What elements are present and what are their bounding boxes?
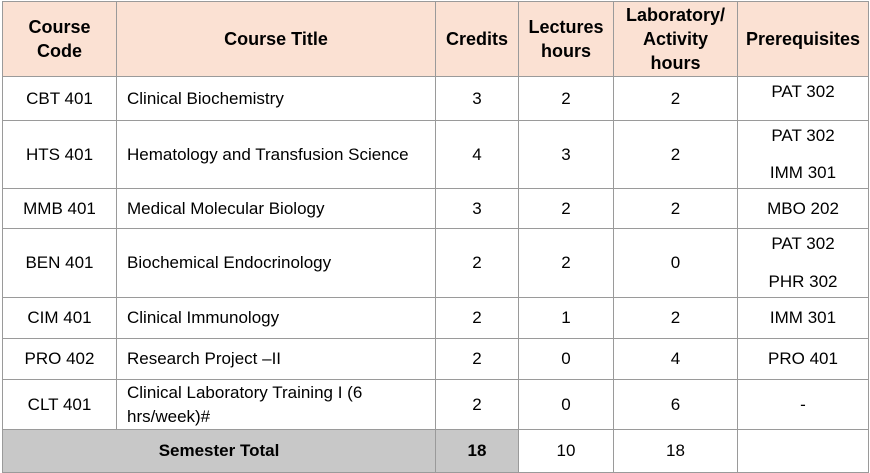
lab-hours: 4: [613, 338, 738, 380]
lectures-hours: 2: [518, 76, 614, 121]
course-code: PRO 402: [2, 338, 117, 380]
prerequisites: PRO 401: [737, 338, 869, 380]
credits: 2: [435, 228, 519, 298]
prerequisite: MBO 202: [767, 198, 839, 218]
lectures-hours: 1: [518, 297, 614, 339]
course-title: Clinical Laboratory Training I (6 hrs/we…: [116, 379, 436, 430]
header-lectures-hours: Lectures hours: [518, 1, 614, 77]
credits: 4: [435, 120, 519, 189]
prerequisites: MBO 202: [737, 188, 869, 229]
lab-hours: 0: [613, 228, 738, 298]
header-lab-hours: Laboratory/ Activity hours: [613, 1, 738, 77]
total-credits: 18: [435, 429, 519, 473]
course-code: BEN 401: [2, 228, 117, 298]
credits: 3: [435, 76, 519, 121]
table-row: CLT 401 Clinical Laboratory Training I (…: [2, 379, 869, 430]
total-lectures-hours: 10: [518, 429, 614, 473]
lectures-hours: 0: [518, 338, 614, 380]
lectures-hours: 2: [518, 228, 614, 298]
prerequisite: PAT 302: [771, 82, 835, 101]
course-code: CLT 401: [2, 379, 117, 430]
prerequisite: PAT 302: [771, 126, 835, 145]
table-row: CBT 401 Clinical Biochemistry 3 2 2 PAT …: [2, 76, 869, 121]
course-title: Research Project –II: [116, 338, 436, 380]
course-title: Clinical Immunology: [116, 297, 436, 339]
prerequisite: PHR 302: [768, 272, 838, 291]
header-credits: Credits: [435, 1, 519, 77]
table-row: HTS 401 Hematology and Transfusion Scien…: [2, 120, 869, 189]
credits: 3: [435, 188, 519, 229]
lectures-hours: 0: [518, 379, 614, 430]
header-row: Course Code Course Title Credits Lecture…: [2, 1, 869, 77]
header-prerequisites: Prerequisites: [737, 1, 869, 77]
course-code: MMB 401: [2, 188, 117, 229]
total-prerequisites: [737, 429, 869, 473]
credits: 2: [435, 379, 519, 430]
semester-total-label: Semester Total: [2, 429, 436, 473]
course-title: Medical Molecular Biology: [116, 188, 436, 229]
lab-hours: 6: [613, 379, 738, 430]
lectures-hours: 3: [518, 120, 614, 189]
lab-hours: 2: [613, 188, 738, 229]
table-row: BEN 401 Biochemical Endocrinology 2 2 0 …: [2, 228, 869, 298]
header-course-code: Course Code: [2, 1, 117, 77]
prerequisites: IMM 301: [737, 297, 869, 339]
total-row: Semester Total 18 10 18: [2, 429, 869, 473]
course-title: Biochemical Endocrinology: [116, 228, 436, 298]
lab-hours: 2: [613, 120, 738, 189]
course-code: HTS 401: [2, 120, 117, 189]
table-row: MMB 401 Medical Molecular Biology 3 2 2 …: [2, 188, 869, 229]
prerequisites: PAT 302 IMM 301: [737, 120, 869, 189]
prerequisite: -: [800, 394, 806, 414]
prerequisite: IMM 301: [769, 308, 837, 327]
course-title: Clinical Biochemistry: [116, 76, 436, 121]
prerequisites: PAT 302 PHR 302: [737, 228, 869, 298]
prerequisite: PRO 401: [768, 349, 838, 368]
credits: 2: [435, 338, 519, 380]
lectures-hours: 2: [518, 188, 614, 229]
table-row: CIM 401 Clinical Immunology 2 1 2 IMM 30…: [2, 297, 869, 339]
total-lab-hours: 18: [613, 429, 738, 473]
course-code: CBT 401: [2, 76, 117, 121]
course-code: CIM 401: [2, 297, 117, 339]
table-row: PRO 402 Research Project –II 2 0 4 PRO 4…: [2, 338, 869, 380]
prerequisites: PAT 302: [737, 76, 869, 121]
credits: 2: [435, 297, 519, 339]
lab-hours: 2: [613, 76, 738, 121]
prerequisite: IMM 301: [769, 163, 837, 182]
header-course-title: Course Title: [116, 1, 436, 77]
prerequisite: PAT 302: [771, 234, 835, 253]
course-title: Hematology and Transfusion Science: [116, 120, 436, 189]
lab-hours: 2: [613, 297, 738, 339]
prerequisites: -: [737, 379, 869, 430]
